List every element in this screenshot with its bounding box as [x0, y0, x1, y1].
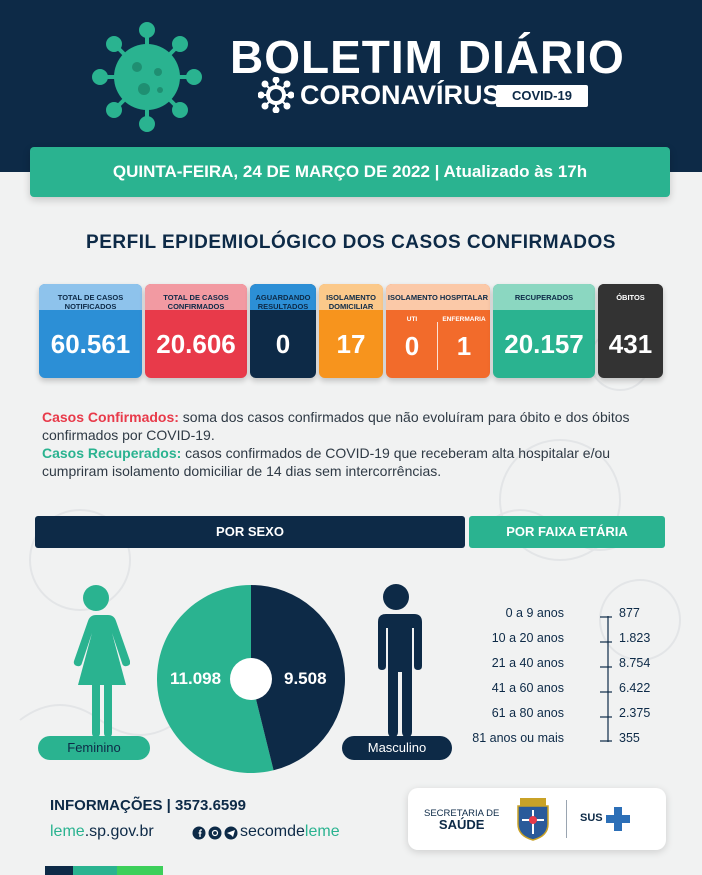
info-phone: INFORMAÇÕES | 3573.6599: [50, 797, 246, 814]
logo-separator: [566, 800, 567, 838]
stat-uti-value: 0: [404, 331, 420, 361]
sus-cross-icon: [606, 807, 630, 831]
header-banner: BOLETIM DIÁRIO CORONAVÍRUS COVID-19: [0, 0, 702, 172]
age-range-value: 877: [619, 606, 640, 620]
stat-obitos: ÓBITOS 431: [598, 284, 663, 378]
handle-part-b: leme: [304, 823, 340, 840]
page-subtitle: CORONAVÍRUS: [300, 80, 501, 110]
coronavirus-icon: [258, 77, 294, 113]
stat-hospitalar-label: ISOLAMENTO HOSPITALAR: [386, 284, 490, 310]
stat-recuperados-label: RECUPERADOS: [493, 284, 595, 310]
confirmed-key: Casos Confirmados:: [42, 409, 179, 425]
stat-aguardando: AGUARDANDO RESULTADOS 0: [250, 284, 316, 378]
page-title: BOLETIM DIÁRIO: [230, 31, 625, 83]
secretaria-logo: SECRETARIA DE SAÚDE: [424, 808, 500, 832]
age-row: 61 a 80 anos 2.375: [470, 706, 690, 726]
stat-confirmados-label: TOTAL DE CASOS CONFIRMADOS: [145, 284, 247, 311]
age-range-value: 6.422: [619, 681, 651, 695]
stat-uti-label: UTI: [406, 316, 418, 323]
donut-female-slice: [156, 585, 274, 773]
stat-confirmados: TOTAL DE CASOS CONFIRMADOS 20.606: [145, 284, 247, 378]
stat-hospitalar: ISOLAMENTO HOSPITALAR UTI 0 ENFERMARIA 1: [386, 284, 490, 378]
age-range-label: 10 a 20 anos: [491, 631, 564, 645]
tab-por-sexo: POR SEXO: [35, 516, 465, 548]
instagram-icon: [208, 826, 222, 840]
stat-aguardando-value: 0: [275, 329, 291, 359]
logos-card: SECRETARIA DE SAÚDE SUS: [408, 788, 666, 850]
virus-icon: [92, 22, 202, 132]
recovered-text: casos confirmados de COVID-19 que recebe…: [42, 445, 611, 479]
secretaria-line2: SAÚDE: [438, 817, 485, 832]
age-range-label: 81 anos ou mais: [472, 731, 564, 745]
stat-confirmados-value: 20.606: [156, 329, 236, 359]
site-part-b: .sp.gov.br: [84, 823, 154, 840]
recovered-key: Casos Recuperados:: [42, 445, 182, 461]
tab-por-faixa-etaria: POR FAIXA ETÁRIA: [469, 516, 665, 548]
confirmed-text: soma dos casos confirmados que não evolu…: [42, 409, 630, 443]
age-range-value: 2.375: [619, 706, 651, 720]
male-value: 9.508: [284, 669, 327, 688]
stat-recuperados: RECUPERADOS 20.157: [493, 284, 595, 378]
description-text: Casos Confirmados: soma dos casos confir…: [42, 408, 662, 480]
female-value: 11.098: [170, 669, 222, 688]
age-range-label: 0 a 9 anos: [505, 606, 564, 620]
age-range-value: 355: [619, 731, 640, 745]
age-range-value: 1.823: [619, 631, 651, 645]
website-link[interactable]: leme.sp.gov.br: [50, 823, 154, 841]
age-row: 10 a 20 anos 1.823: [470, 631, 690, 651]
age-range-label: 21 a 40 anos: [491, 656, 564, 670]
age-row: 0 a 9 anos 877: [470, 606, 690, 626]
section-title: PERFIL EPIDEMIOLÓGICO DOS CASOS CONFIRMA…: [86, 232, 616, 253]
social-handle[interactable]: secomdeleme: [240, 823, 340, 841]
stat-uti: UTI 0: [386, 310, 438, 378]
site-part-a: leme: [50, 823, 85, 840]
age-range-label: 41 a 60 anos: [491, 681, 564, 695]
sex-donut-chart: [156, 585, 345, 773]
male-label: Masculino: [342, 736, 452, 760]
stat-domiciliar-value: 17: [336, 329, 366, 359]
age-range-value: 8.754: [619, 656, 651, 670]
covid-tag: COVID-19: [496, 85, 588, 107]
sus-label: SUS: [580, 812, 603, 824]
color-stripes: [45, 866, 163, 875]
stat-enfermaria: ENFERMARIA 1: [438, 310, 490, 378]
female-label: Feminino: [38, 736, 150, 760]
stat-domiciliar: ISOLAMENTO DOMICILIAR 17: [319, 284, 383, 378]
age-row: 41 a 60 anos 6.422: [470, 681, 690, 701]
age-bracket: [600, 616, 612, 742]
social-icons: [192, 826, 238, 840]
age-row: 81 anos ou mais 355: [470, 731, 690, 751]
donut-male-slice: [251, 585, 345, 771]
stat-enfermaria-value: 1: [456, 331, 472, 361]
stat-obitos-label: ÓBITOS: [598, 284, 663, 310]
stat-obitos-value: 431: [608, 329, 653, 359]
secretaria-line1: SECRETARIA DE: [424, 808, 500, 819]
stat-notificados-value: 60.561: [50, 329, 131, 359]
stat-enfermaria-label: ENFERMARIA: [442, 316, 486, 323]
donut-hole: [230, 658, 272, 700]
age-row: 21 a 40 anos 8.754: [470, 656, 690, 676]
age-range-label: 61 a 80 anos: [491, 706, 564, 720]
stat-notificados-label: TOTAL DE CASOS NOTIFICADOS: [39, 284, 142, 311]
stat-domiciliar-label: ISOLAMENTO DOMICILIAR: [319, 284, 383, 311]
stat-aguardando-label: AGUARDANDO RESULTADOS: [250, 284, 316, 311]
female-icon: [73, 585, 130, 736]
stat-notificados: TOTAL DE CASOS NOTIFICADOS 60.561: [39, 284, 142, 378]
stat-recuperados-value: 20.157: [504, 329, 584, 359]
male-icon: [378, 584, 422, 737]
stat-divider: [437, 322, 438, 370]
city-crest-icon: [517, 798, 549, 841]
date-bar: QUINTA-FEIRA, 24 DE MARÇO DE 2022 | Atua…: [30, 147, 670, 197]
handle-part-a: secomde: [240, 823, 305, 840]
